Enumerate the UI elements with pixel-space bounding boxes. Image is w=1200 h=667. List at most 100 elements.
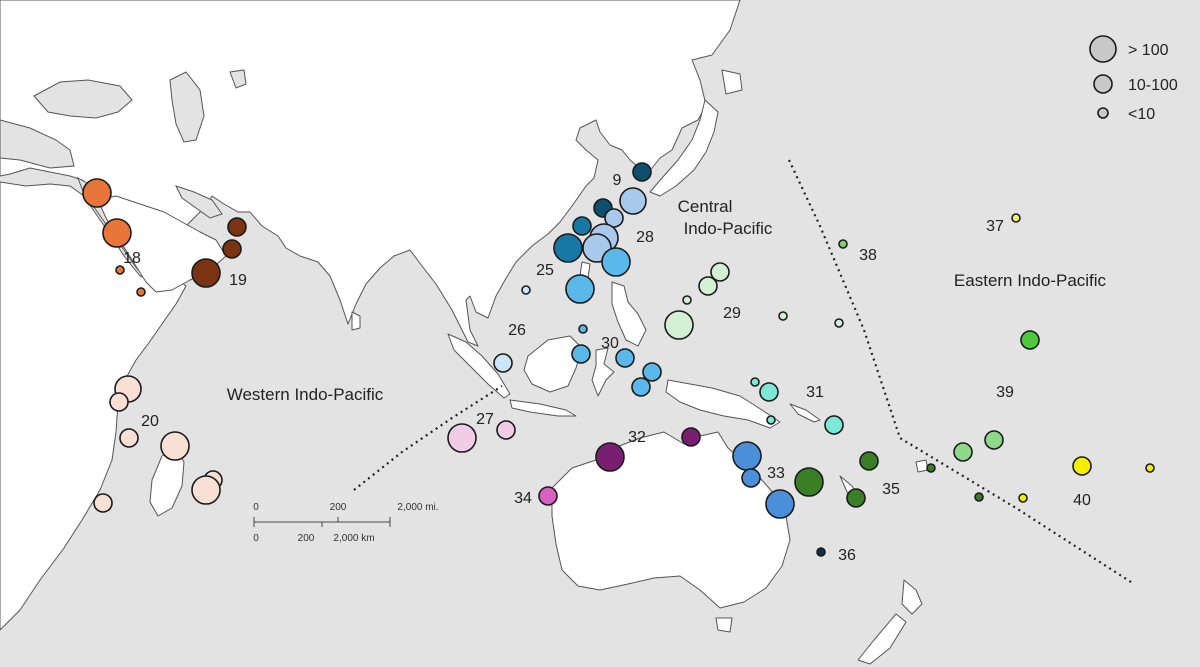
site-marker: [553, 233, 583, 263]
region-boundaries: [353, 159, 1135, 585]
site-marker: [859, 451, 879, 471]
site-marker: [750, 377, 760, 387]
scale-bar: 0 200 2,000 mi. 0 200 2,000 km: [253, 502, 438, 544]
site-marker: [227, 217, 247, 237]
land-sulawesi: [591, 347, 615, 397]
land-new-zealand-north: [901, 579, 923, 615]
site-marker: [1011, 213, 1021, 223]
scale-bottom-label-0: 0: [253, 533, 259, 544]
site-marker: [496, 420, 516, 440]
site-marker: [765, 489, 795, 519]
site-marker: [816, 547, 826, 557]
site-marker: [595, 442, 625, 472]
site-marker: [222, 239, 242, 259]
scale-top-label-200: 200: [330, 502, 347, 513]
land-solomon: [789, 403, 821, 423]
site-number-label: 36: [838, 547, 856, 564]
site-number-label: 30: [601, 335, 619, 352]
aral-sea: [229, 69, 247, 89]
site-number-label: 29: [723, 305, 741, 322]
land-new-guinea: [665, 379, 781, 429]
site-marker: [615, 348, 635, 368]
site-marker: [838, 239, 848, 249]
site-marker: [102, 218, 132, 248]
scale-top-label-2000-mi: 2,000 mi.: [397, 502, 438, 513]
landmasses: [0, 0, 929, 665]
region-label-western: Western Indo-Pacific: [227, 385, 384, 404]
region-labels: Western Indo-Pacific Central Indo-Pacific E…: [227, 197, 1107, 404]
site-marker: [578, 324, 588, 334]
site-number-label: 19: [229, 272, 247, 289]
site-marker: [191, 258, 221, 288]
site-marker: [710, 262, 730, 282]
site-marker: [766, 415, 776, 425]
site-marker: [447, 423, 477, 453]
region-label-central-2: Indo-Pacific: [684, 219, 773, 238]
site-marker: [601, 247, 631, 277]
site-number-label: 40: [1073, 492, 1091, 509]
site-marker: [119, 428, 139, 448]
legend-label: > 100: [1128, 42, 1169, 59]
black-sea: [33, 79, 133, 119]
site-marker: [521, 285, 531, 295]
site-number-label: 38: [859, 247, 877, 264]
site-marker: [984, 430, 1004, 450]
site-number-label: 37: [986, 218, 1004, 235]
persian-gulf: [175, 185, 223, 219]
site-number-labels: 9 18 19 20 25 26 27 28 29 30 31 32 33 34 35 36 37 38 39 40: [123, 172, 1091, 564]
size-legend: > 100 10-100 <10: [1089, 35, 1178, 123]
site-marker: [778, 311, 788, 321]
site-number-label: 18: [123, 250, 141, 267]
site-marker: [794, 467, 824, 497]
land-australia: [551, 431, 791, 609]
site-number-label: 26: [508, 322, 526, 339]
caspian-sea: [169, 71, 205, 143]
scale-top-label-0: 0: [253, 502, 259, 513]
region-label-central-1: Central: [678, 197, 733, 216]
land-hokkaido: [721, 69, 743, 95]
boundary-central-eastern: [788, 159, 1135, 585]
site-marker: [191, 475, 221, 505]
site-marker: [538, 486, 558, 506]
site-number-label: 39: [996, 384, 1014, 401]
site-number-label: 33: [767, 465, 785, 482]
site-marker: [682, 295, 692, 305]
site-marker: [1145, 463, 1155, 473]
land-borneo: [523, 335, 583, 393]
site-number-label: 35: [882, 481, 900, 498]
site-marker: [698, 276, 718, 296]
site-marker: [926, 463, 936, 473]
site-marker: [681, 427, 701, 447]
land-fiji: [915, 459, 929, 473]
site-marker: [604, 208, 624, 228]
site-marker: [632, 162, 652, 182]
land-java: [509, 399, 577, 417]
site-marker: [1020, 330, 1040, 350]
site-markers: [82, 162, 1155, 557]
site-number-label: 20: [141, 413, 159, 430]
site-marker: [160, 431, 190, 461]
site-marker: [93, 493, 113, 513]
site-number-label: 27: [476, 411, 494, 428]
site-number-label: 9: [613, 172, 622, 189]
legend-circle: [1093, 74, 1113, 94]
site-marker: [741, 468, 761, 488]
site-marker: [565, 274, 595, 304]
site-number-label: 25: [536, 262, 554, 279]
site-number-label: 34: [514, 490, 532, 507]
site-marker: [834, 318, 844, 328]
site-marker: [82, 178, 112, 208]
land-japan: [649, 99, 719, 197]
site-marker: [572, 216, 592, 236]
land-sri-lanka: [351, 311, 361, 331]
site-number-label: 28: [636, 229, 654, 246]
site-marker: [109, 392, 129, 412]
legend-label: 10-100: [1128, 77, 1178, 94]
site-number-label: 32: [628, 429, 646, 446]
site-marker: [664, 310, 694, 340]
site-marker: [1018, 493, 1028, 503]
land-new-zealand-south: [857, 613, 907, 665]
scale-bottom-label-2000-km: 2,000 km: [333, 533, 374, 544]
region-label-eastern: Eastern Indo-Pacific: [954, 271, 1107, 290]
